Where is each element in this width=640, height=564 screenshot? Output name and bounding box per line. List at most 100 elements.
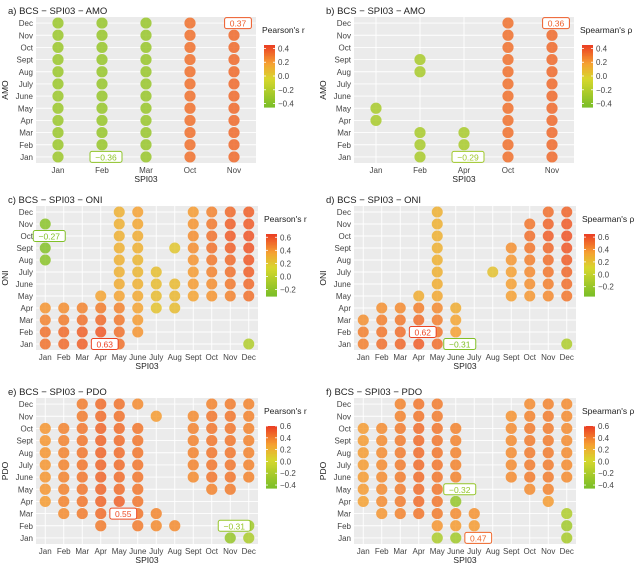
- data-point: [431, 434, 443, 447]
- legend-swatch: [584, 438, 595, 441]
- data-point: [113, 254, 125, 266]
- y-tick-label: June: [334, 473, 352, 482]
- legend-swatch: [582, 46, 593, 49]
- data-point: [546, 114, 558, 127]
- plot-background: [36, 206, 258, 350]
- data-point: [450, 532, 462, 544]
- data-point: [376, 422, 388, 435]
- legend-swatch: [266, 435, 277, 438]
- data-point: [95, 398, 107, 410]
- legend-swatch: [582, 57, 593, 60]
- data-point: [505, 471, 517, 483]
- data-point: [370, 114, 382, 127]
- data-point: [95, 459, 107, 471]
- data-point: [132, 422, 144, 435]
- legend-swatch: [582, 85, 593, 88]
- data-point: [394, 507, 406, 520]
- y-tick-label: Feb: [337, 141, 351, 150]
- legend-swatch: [264, 45, 275, 48]
- legend-swatch: [582, 79, 593, 82]
- x-tick-label: Apr: [95, 353, 108, 362]
- data-point: [76, 434, 88, 447]
- data-point: [413, 410, 425, 422]
- legend-swatch: [264, 86, 275, 89]
- legend-swatch: [582, 88, 593, 91]
- data-point: [561, 447, 573, 459]
- legend-swatch: [266, 292, 277, 296]
- data-point: [52, 66, 64, 78]
- legend-swatch: [266, 251, 277, 254]
- x-tick-label: Feb: [375, 353, 389, 362]
- legend-swatch: [582, 52, 593, 55]
- x-tick-label: Nov: [541, 353, 555, 362]
- legend-swatch: [582, 97, 593, 100]
- legend-swatch: [266, 441, 277, 444]
- data-point: [431, 398, 443, 410]
- legend-swatch: [264, 74, 275, 77]
- legend-title: Pearson's r: [262, 25, 305, 35]
- legend-swatch: [266, 475, 277, 478]
- legend-swatch: [584, 257, 595, 260]
- data-point: [542, 242, 554, 254]
- legend-swatch: [266, 274, 277, 277]
- data-point: [376, 459, 388, 471]
- data-point: [487, 266, 499, 278]
- data-point: [431, 483, 443, 495]
- legend-swatch: [584, 246, 595, 249]
- legend-swatch: [266, 243, 277, 246]
- data-point: [76, 302, 88, 314]
- y-tick-label: Dec: [337, 400, 351, 409]
- x-tick-label: Mar: [139, 166, 153, 175]
- data-point: [224, 410, 236, 422]
- legend-swatch: [266, 427, 277, 430]
- data-point: [76, 314, 88, 326]
- legend-swatch: [266, 265, 277, 268]
- data-point: [140, 151, 152, 163]
- y-axis-label: PDO: [318, 461, 328, 480]
- y-tick-label: Aug: [337, 256, 351, 265]
- legend-swatch: [582, 94, 593, 97]
- data-point: [132, 290, 144, 302]
- data-point: [431, 410, 443, 422]
- x-tick-label: Oct: [524, 547, 537, 556]
- data-point: [243, 447, 255, 459]
- data-point: [228, 78, 240, 90]
- data-point: [243, 278, 255, 290]
- data-point: [140, 29, 152, 41]
- data-point: [243, 266, 255, 278]
- data-point: [39, 338, 51, 350]
- data-point: [206, 254, 218, 266]
- data-point: [150, 302, 162, 314]
- data-point: [52, 139, 64, 151]
- legend-swatch: [582, 86, 593, 89]
- legend-swatch: [264, 85, 275, 88]
- legend-swatch: [264, 48, 275, 51]
- legend-swatch: [584, 486, 595, 489]
- x-tick-label: Apr: [413, 353, 426, 362]
- legend-swatch: [584, 291, 595, 294]
- legend-swatch: [584, 292, 595, 296]
- y-tick-label: Apr: [339, 116, 352, 125]
- data-point: [132, 447, 144, 459]
- y-tick-label: Sept: [17, 244, 34, 253]
- data-point: [413, 290, 425, 302]
- legend-swatch: [266, 450, 277, 453]
- data-point: [502, 126, 514, 139]
- y-tick-label: May: [18, 485, 33, 494]
- legend-swatch: [584, 429, 595, 432]
- data-point: [376, 483, 388, 495]
- data-point: [52, 114, 64, 127]
- data-point: [140, 41, 152, 54]
- data-point: [413, 507, 425, 520]
- legend-swatch: [584, 466, 595, 469]
- y-axis-label: PDO: [0, 461, 10, 480]
- legend-swatch: [584, 464, 595, 467]
- data-point: [58, 507, 70, 520]
- data-point: [132, 254, 144, 266]
- data-point: [187, 290, 199, 302]
- data-point: [243, 230, 255, 242]
- data-point: [431, 230, 443, 242]
- data-point: [52, 17, 64, 29]
- legend-swatch: [264, 54, 275, 57]
- data-point: [524, 434, 536, 447]
